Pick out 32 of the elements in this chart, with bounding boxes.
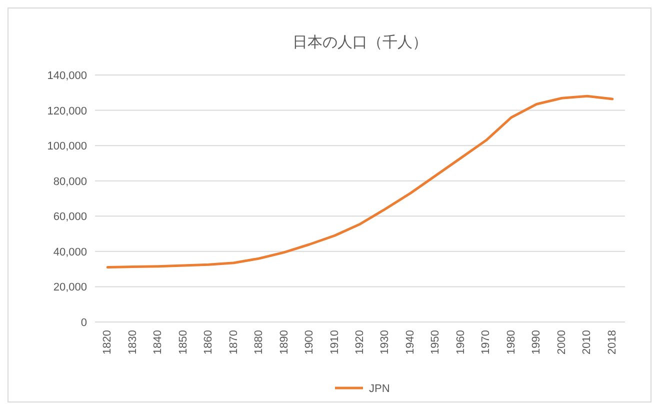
x-tick-label: 2000 <box>556 330 568 354</box>
y-tick-label: 0 <box>80 317 87 329</box>
x-tick-label: 1980 <box>505 330 518 354</box>
y-tick-label: 40,000 <box>53 246 87 258</box>
x-tick-label: 1970 <box>480 330 492 354</box>
x-tick-label: 1880 <box>253 330 266 354</box>
x-tick-label: 1990 <box>530 330 543 354</box>
x-tick-label: 1850 <box>177 330 190 354</box>
x-tick-label: 1930 <box>379 330 392 354</box>
x-tick-label: 1920 <box>354 330 366 354</box>
y-tick-label: 80,000 <box>53 176 87 188</box>
x-tick-label: 2018 <box>606 330 618 354</box>
y-tick-label: 120,000 <box>47 105 87 118</box>
x-tick-label: 2010 <box>581 330 594 354</box>
x-tick-label: 1950 <box>430 330 442 354</box>
x-tick-label: 1860 <box>202 330 215 354</box>
x-tick-label: 1870 <box>228 330 240 354</box>
y-tick-label: 100,000 <box>47 140 87 153</box>
x-tick-label: 1900 <box>304 330 316 354</box>
x-tick-label: 1960 <box>454 330 467 354</box>
legend-label: JPN <box>369 383 390 395</box>
chart-title: 日本の人口（千人） <box>292 34 428 51</box>
y-tick-label: 140,000 <box>47 70 87 82</box>
y-tick-label: 20,000 <box>53 282 87 294</box>
line-series <box>106 94 614 269</box>
x-tick-label: 1910 <box>328 330 341 354</box>
x-tick-label: 1940 <box>404 330 416 354</box>
x-tick-label: 1820 <box>102 330 114 354</box>
y-tick-label: 60,000 <box>53 211 87 224</box>
x-tick-label: 1840 <box>152 330 164 354</box>
x-tick-label: 1830 <box>126 330 139 354</box>
x-tick-label: 1890 <box>278 330 290 354</box>
